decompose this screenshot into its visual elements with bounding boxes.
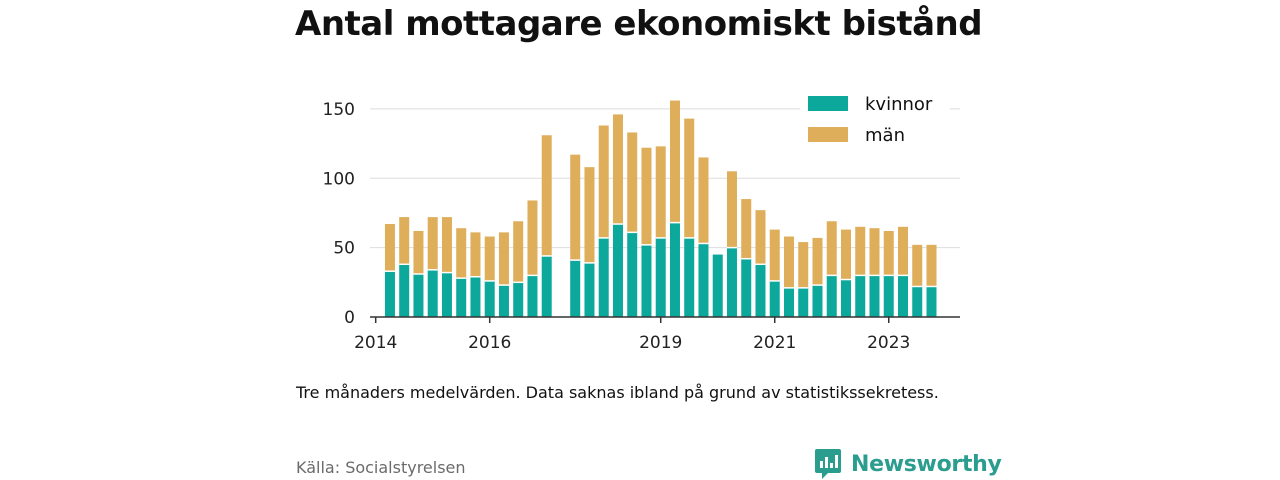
bar-kvinnor bbox=[598, 237, 609, 317]
bars bbox=[384, 100, 937, 317]
x-tick-label: 2023 bbox=[867, 333, 910, 353]
bar-man bbox=[541, 135, 552, 256]
bar-man bbox=[570, 154, 581, 261]
bar-kvinnor bbox=[883, 275, 894, 317]
bar-kvinnor bbox=[527, 275, 538, 317]
bar-kvinnor bbox=[712, 254, 723, 317]
legend-label: kvinnor bbox=[865, 94, 933, 115]
bar-man bbox=[840, 229, 851, 280]
bar-kvinnor bbox=[755, 264, 766, 317]
bar-man bbox=[755, 210, 766, 265]
y-tick-label: 150 bbox=[323, 100, 355, 120]
bar-man bbox=[826, 221, 837, 276]
y-axis: 0 50 100 150 bbox=[323, 100, 355, 328]
bar-kvinnor bbox=[384, 271, 395, 317]
bar-man bbox=[641, 147, 652, 245]
bar-kvinnor bbox=[470, 276, 481, 317]
bar-man bbox=[584, 167, 595, 263]
bar-man bbox=[655, 146, 666, 238]
bar-man bbox=[926, 244, 937, 287]
bar-kvinnor bbox=[840, 279, 851, 317]
bar-kvinnor bbox=[456, 278, 467, 317]
chart-note: Tre månaders medelvärden. Data saknas ib… bbox=[296, 383, 939, 402]
brand-logo[interactable]: Newsworthy bbox=[814, 448, 1002, 480]
bar-kvinnor bbox=[513, 282, 524, 317]
bar-kvinnor bbox=[869, 275, 880, 317]
bar-kvinnor bbox=[826, 275, 837, 317]
source-label: Källa: Socialstyrelsen bbox=[296, 458, 466, 477]
bar-man bbox=[441, 217, 452, 273]
y-tick-label: 0 bbox=[344, 308, 355, 328]
newsworthy-logo-icon bbox=[815, 449, 841, 479]
bar-man bbox=[427, 217, 438, 270]
bar-kvinnor bbox=[741, 258, 752, 317]
bar-kvinnor bbox=[498, 285, 509, 317]
bar-man bbox=[855, 226, 866, 276]
legend: kvinnor män bbox=[800, 88, 950, 150]
bar-man bbox=[812, 237, 823, 286]
x-axis: 2014 2016 2019 2021 2023 bbox=[354, 316, 960, 353]
bar-kvinnor bbox=[484, 280, 495, 317]
bar-man bbox=[798, 242, 809, 288]
y-tick-label: 50 bbox=[333, 239, 355, 259]
legend-label: män bbox=[865, 125, 905, 146]
bar-man bbox=[598, 125, 609, 238]
chart-title: Antal mottagare ekonomiskt bistånd bbox=[295, 4, 983, 44]
bar-kvinnor bbox=[698, 243, 709, 317]
bar-man bbox=[897, 226, 908, 276]
x-tick-label: 2021 bbox=[753, 333, 796, 353]
bar-kvinnor bbox=[912, 286, 923, 317]
bar-man bbox=[883, 230, 894, 276]
bar-kvinnor bbox=[897, 275, 908, 317]
bar-man bbox=[470, 232, 481, 277]
bar-kvinnor bbox=[584, 262, 595, 317]
bar-kvinnor bbox=[413, 273, 424, 317]
bar-man bbox=[869, 228, 880, 276]
bar-kvinnor bbox=[812, 285, 823, 317]
bar-man bbox=[413, 230, 424, 274]
bar-kvinnor bbox=[783, 287, 794, 317]
bar-man bbox=[783, 236, 794, 288]
bar-man bbox=[669, 100, 680, 223]
y-tick-label: 100 bbox=[323, 169, 355, 189]
bar-man bbox=[912, 244, 923, 287]
bar-kvinnor bbox=[541, 255, 552, 317]
bar-man bbox=[612, 114, 623, 225]
bar-kvinnor bbox=[427, 269, 438, 317]
bar-man bbox=[527, 200, 538, 276]
bar-man bbox=[684, 118, 695, 238]
legend-swatch bbox=[808, 127, 848, 142]
bar-kvinnor bbox=[769, 280, 780, 317]
bar-kvinnor bbox=[627, 232, 638, 317]
x-tick-label: 2019 bbox=[639, 333, 682, 353]
bar-man bbox=[498, 232, 509, 286]
bar-man bbox=[698, 157, 709, 244]
legend-swatch bbox=[808, 96, 848, 111]
bar-kvinnor bbox=[399, 264, 410, 317]
bar-man bbox=[627, 132, 638, 233]
bar-man bbox=[384, 224, 395, 272]
bar-kvinnor bbox=[855, 275, 866, 317]
bar-man bbox=[769, 229, 780, 281]
bar-kvinnor bbox=[570, 260, 581, 317]
bar-man bbox=[741, 199, 752, 259]
bar-kvinnor bbox=[669, 222, 680, 317]
bar-kvinnor bbox=[726, 247, 737, 317]
bar-kvinnor bbox=[926, 286, 937, 317]
bar-kvinnor bbox=[612, 224, 623, 317]
brand-name: Newsworthy bbox=[851, 451, 1002, 477]
bar-kvinnor bbox=[798, 287, 809, 317]
bar-kvinnor bbox=[684, 237, 695, 317]
bar-man bbox=[399, 217, 410, 265]
bar-man bbox=[456, 228, 467, 279]
bar-man bbox=[484, 236, 495, 281]
bar-man bbox=[726, 171, 737, 248]
bar-chart: 2014 2016 2019 2021 2023 0 50 100 150 kvinnor mä… bbox=[322, 88, 960, 353]
x-tick-label: 2014 bbox=[354, 333, 397, 353]
bar-man bbox=[513, 221, 524, 283]
bar-kvinnor bbox=[641, 244, 652, 317]
bar-kvinnor bbox=[441, 272, 452, 317]
x-tick-label: 2016 bbox=[468, 333, 511, 353]
bar-kvinnor bbox=[655, 237, 666, 317]
